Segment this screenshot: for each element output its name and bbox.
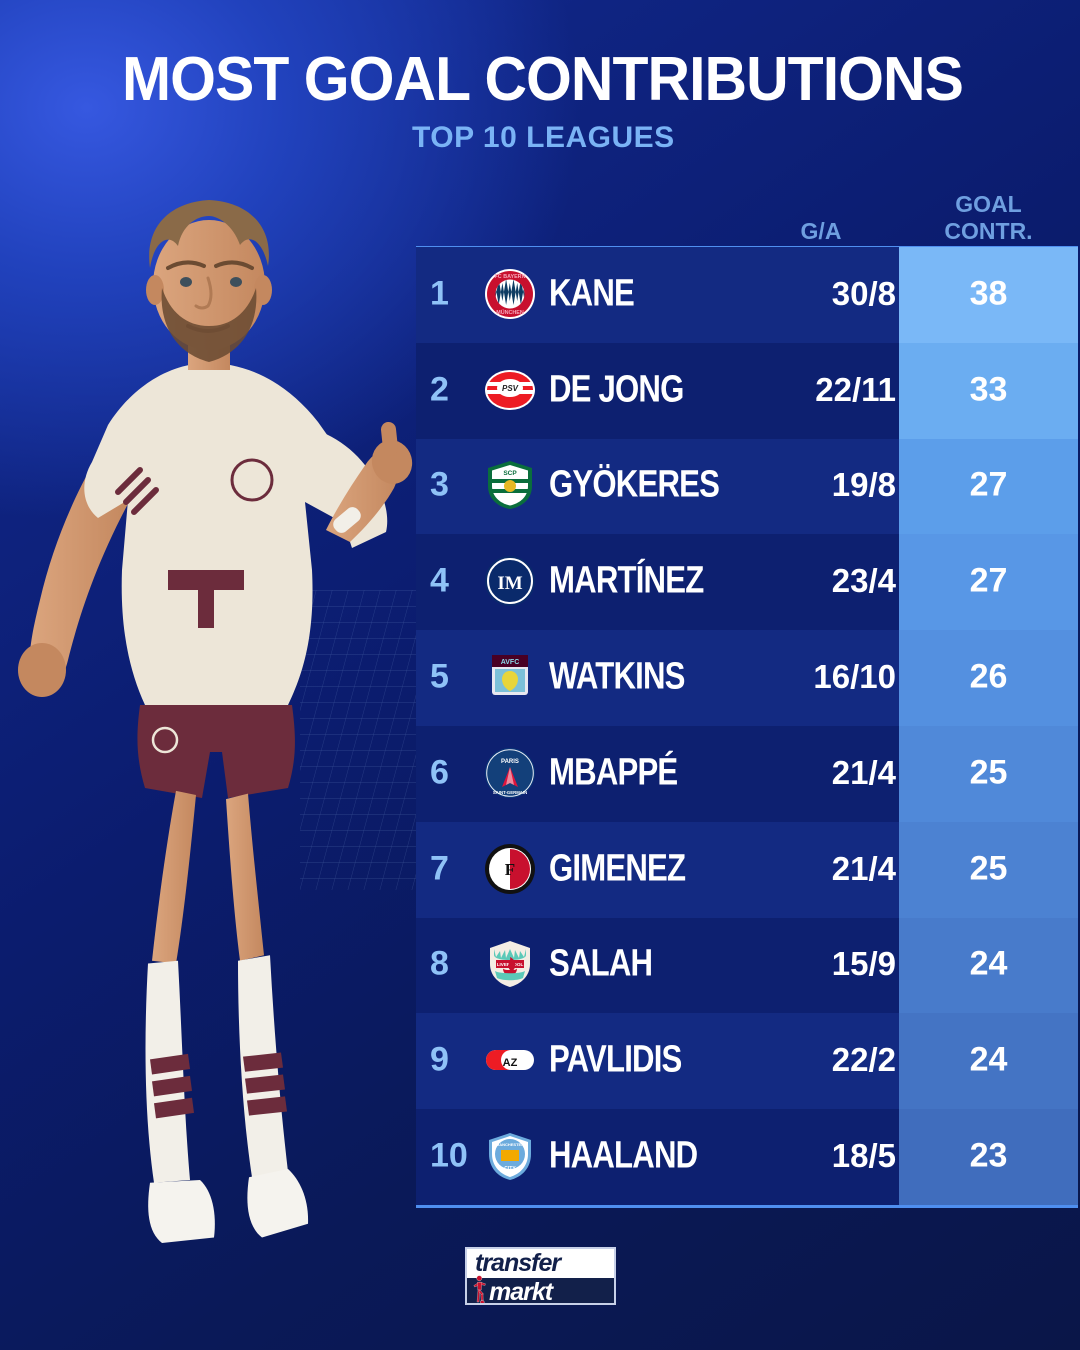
svg-text:AZ: AZ	[503, 1057, 518, 1069]
svg-text:SAINT-GERMAIN: SAINT-GERMAIN	[493, 790, 527, 795]
svg-text:MANCHESTER: MANCHESTER	[496, 1142, 524, 1147]
svg-text:PARIS: PARIS	[501, 759, 519, 765]
svg-text:F: F	[505, 860, 515, 879]
svg-text:SCP: SCP	[503, 470, 517, 477]
svg-text:PSV: PSV	[502, 384, 519, 393]
svg-text:CITY: CITY	[504, 1166, 516, 1172]
svg-text:FC BAYERN: FC BAYERN	[495, 274, 526, 280]
svg-text:AVFC: AVFC	[501, 659, 520, 666]
svg-text:IM: IM	[497, 573, 522, 594]
svg-text:MÜNCHEN: MÜNCHEN	[496, 309, 524, 316]
